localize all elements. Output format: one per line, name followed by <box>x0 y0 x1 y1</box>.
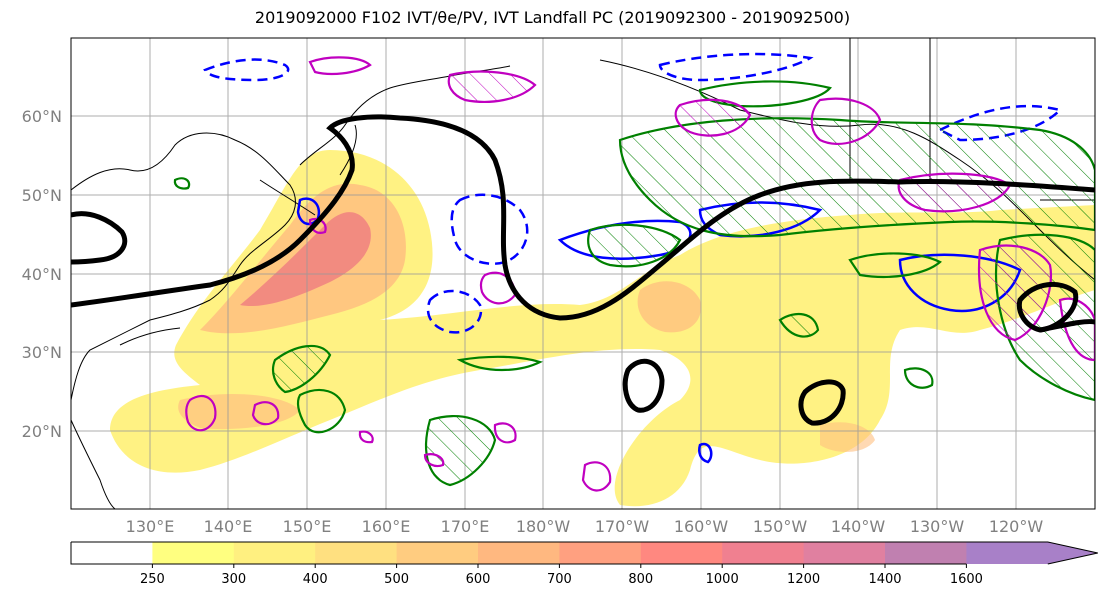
colorbar-tick-label: 1400 <box>868 572 901 587</box>
colorbar-segment <box>885 542 967 564</box>
colorbar-tick-label: 1600 <box>950 572 983 587</box>
lon-label-150w: 150°W <box>753 517 808 536</box>
colorbar-labels: 250 300 400 500 600 700 800 1000 1200 1400 1600 <box>140 564 983 587</box>
colorbar-segment <box>803 542 886 564</box>
lon-label-170e: 170°E <box>441 517 490 536</box>
map-frame <box>70 37 1096 510</box>
colorbar: 250 300 400 500 600 700 800 1000 1200 1400 1600 <box>70 541 1098 587</box>
colorbar-tick-label: 250 <box>140 572 165 587</box>
colorbar-segment <box>722 542 805 564</box>
map-grid <box>71 38 1095 509</box>
colorbar-segment <box>640 542 723 564</box>
lon-label-160e: 160°E <box>362 517 411 536</box>
landfall-pc-contours <box>71 114 1095 426</box>
lon-label-170w: 170°W <box>595 517 650 536</box>
colorbar-segment <box>233 542 316 564</box>
colorbar-segment <box>478 542 560 564</box>
ivt-shading <box>110 150 1095 507</box>
colorbar-tick-label: 800 <box>628 572 653 587</box>
colorbar-tick-label: 500 <box>384 572 409 587</box>
colorbar-tick-label: 1000 <box>706 572 739 587</box>
lon-label-130w: 130°W <box>910 517 965 536</box>
lon-label-140w: 140°W <box>831 517 886 536</box>
colorbar-tick-label: 700 <box>547 572 572 587</box>
lon-label-120w: 120°W <box>989 517 1044 536</box>
lat-label-30: 30°N <box>22 343 62 362</box>
colorbar-segment <box>396 542 479 564</box>
ivt-band-high <box>240 212 371 307</box>
colorbar-tick-label: 600 <box>466 572 491 587</box>
colorbar-segment <box>71 542 153 564</box>
lat-label-20: 20°N <box>22 422 62 441</box>
map-title: 2019092000 F102 IVT/θe/PV, IVT Landfall … <box>254 8 851 27</box>
latitude-labels: 60°N 50°N 40°N 30°N 20°N <box>22 107 62 441</box>
colorbar-arrow-outline <box>966 541 1098 565</box>
colorbar-tick-label: 300 <box>221 572 246 587</box>
lat-label-40: 40°N <box>22 265 62 284</box>
colorbar-segments <box>70 541 1098 565</box>
colorbar-segment <box>152 542 235 564</box>
colorbar-segment <box>315 542 398 564</box>
map-layers <box>71 38 1095 509</box>
colorbar-segment <box>966 542 1098 564</box>
lon-label-150e: 150°E <box>283 517 332 536</box>
lat-label-50: 50°N <box>22 186 62 205</box>
lon-label-130e: 130°E <box>126 517 175 536</box>
colorbar-segment <box>559 542 642 564</box>
colorbar-tick-label: 1200 <box>787 572 820 587</box>
lon-label-180w: 180°W <box>516 517 571 536</box>
ivt-band-mid-2 <box>637 281 701 333</box>
lon-label-140e: 140°E <box>204 517 253 536</box>
ivt-band-mid-4 <box>820 422 875 452</box>
longitude-labels: 130°E 140°E 150°E 160°E 170°E 180°W 170°… <box>126 517 1044 536</box>
lon-label-160w: 160°W <box>674 517 729 536</box>
colorbar-tick-label: 400 <box>303 572 328 587</box>
lat-label-60: 60°N <box>22 107 62 126</box>
